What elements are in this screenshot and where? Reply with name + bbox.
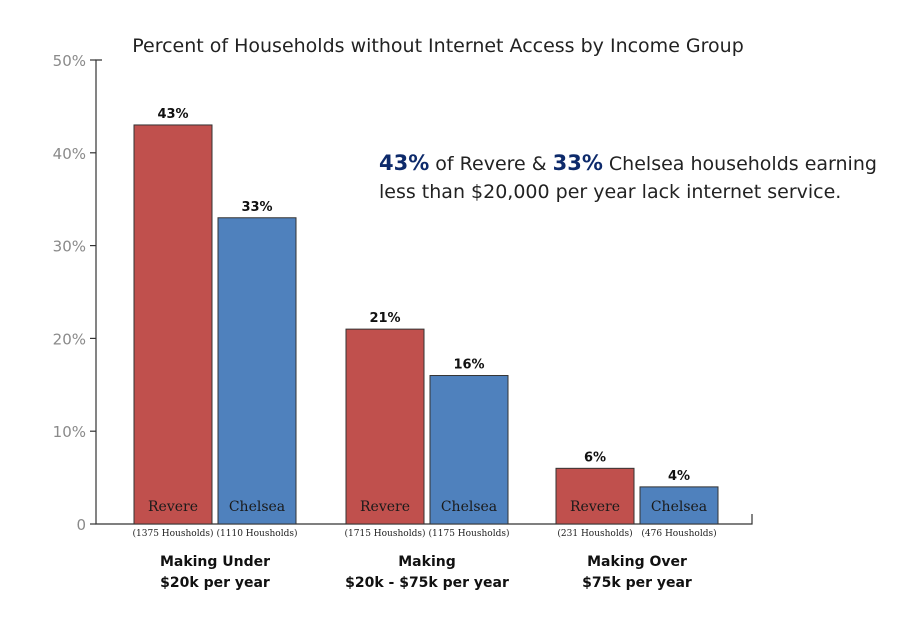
bar-chelsea [639,486,719,525]
data-label: 16% [453,358,484,373]
data-label: 43% [157,107,188,122]
y-tick-label: 0 [76,516,86,534]
annotation-text: Chelsea households earning [603,153,877,175]
bar-chelsea [217,217,297,525]
category-label: $20k - $75k per year [345,575,509,591]
households-label: (1715 Housholds) [345,528,426,539]
households-label: (1375 Housholds) [133,528,214,539]
annotation-line-1: 43% of Revere & 33% Chelsea households e… [379,151,877,175]
series-label: Chelsea [441,499,497,515]
category-label: Making Under [160,554,270,570]
households-label: (231 Housholds) [557,528,632,539]
data-label: 33% [241,200,272,215]
y-tick-label: 10% [53,423,86,441]
series-label: Chelsea [229,499,285,515]
annotation-line-2: less than $20,000 per year lack internet… [379,181,841,203]
category-label: $20k per year [160,575,270,591]
data-label: 21% [369,311,400,326]
category-label: $75k per year [582,575,692,591]
series-label: Revere [148,499,198,515]
y-axis-ticks: 0 10% 20% 30% 40% 50% [53,52,96,534]
annotation-highlight: 43% [379,151,429,175]
households-label: (1110 Housholds) [217,528,298,539]
bar-revere [345,328,425,525]
households-label: (1175 Housholds) [429,528,510,539]
data-label: 4% [668,469,690,484]
y-tick-label: 50% [53,52,86,70]
bar-revere [133,124,213,525]
series-label: Chelsea [651,499,707,515]
series-label: Revere [570,499,620,515]
bar-revere [555,467,635,525]
category-labels: Making Under $20k per year Making $20k - $7… [160,554,692,591]
annotation-highlight: 33% [553,151,603,175]
data-label: 6% [584,450,606,465]
annotation-text: of Revere & [429,153,552,175]
y-tick-label: 30% [53,238,86,256]
category-label: Making [398,554,455,570]
bar-chelsea [429,375,509,525]
y-tick-label: 20% [53,330,86,348]
y-tick-label: 40% [53,145,86,163]
bars: 43% Revere (1375 Housholds) 33% Chelsea (1110… [133,107,719,539]
chart-title: Percent of Households without Internet A… [132,35,744,57]
households-label: (476 Housholds) [641,528,716,539]
category-label: Making Over [587,554,687,570]
series-label: Revere [360,499,410,515]
